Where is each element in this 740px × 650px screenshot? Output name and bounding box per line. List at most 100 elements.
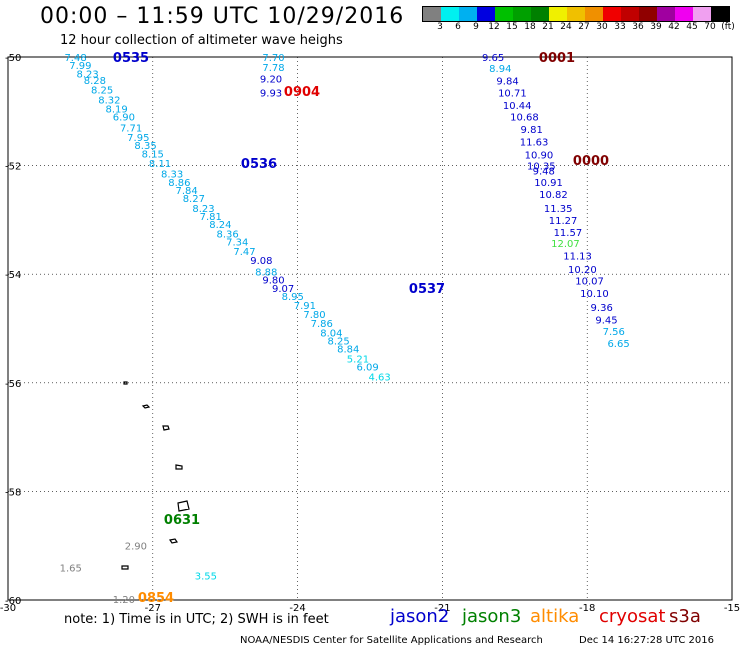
swh-value: 4.63 bbox=[369, 372, 391, 383]
satellite-cryosat: cryosat bbox=[599, 606, 666, 627]
swh-value: 8.23 bbox=[192, 204, 214, 215]
satellite-s3a: s3a bbox=[669, 606, 701, 627]
swh-value: 8.27 bbox=[183, 194, 205, 205]
longitude-label: -30 bbox=[0, 603, 16, 614]
legend-swatch bbox=[441, 7, 459, 21]
swh-value: 8.28 bbox=[84, 76, 106, 87]
satellite-jason3: jason3 bbox=[462, 606, 522, 627]
swh-value: 6.09 bbox=[356, 363, 378, 374]
legend-label: 70 bbox=[704, 22, 716, 32]
swh-value: 6.90 bbox=[113, 113, 135, 124]
swh-value: 8.94 bbox=[489, 64, 511, 75]
latitude-label: -54 bbox=[5, 270, 21, 281]
swh-value: 10.07 bbox=[575, 277, 604, 288]
swh-value: 10.35 bbox=[527, 162, 556, 173]
legend-label: 12 bbox=[488, 22, 500, 32]
legend-swatch bbox=[603, 7, 621, 21]
swh-value: 7.56 bbox=[603, 327, 625, 338]
swh-value: 7.78 bbox=[262, 63, 284, 74]
swh-value: 11.35 bbox=[544, 204, 573, 215]
latitude-label: -56 bbox=[5, 379, 21, 390]
swh-value: 11.27 bbox=[549, 216, 578, 227]
swh-value: 7.86 bbox=[311, 319, 333, 330]
swh-value: 7.47 bbox=[233, 247, 255, 258]
satellite-altika: altika bbox=[530, 606, 580, 627]
legend-swatch bbox=[495, 7, 513, 21]
track-time-label: 0904 bbox=[284, 85, 320, 100]
legend-swatch bbox=[423, 7, 441, 21]
swh-value: 10.44 bbox=[503, 101, 532, 112]
track-time-label: 0854 bbox=[138, 591, 174, 606]
swh-value: 7.48 bbox=[64, 53, 86, 64]
swh-value: 9.93 bbox=[260, 88, 282, 99]
footer-timestamp: Dec 14 16:27:28 UTC 2016 bbox=[579, 635, 714, 646]
longitude-label: -15 bbox=[724, 603, 740, 614]
swh-value: 9.84 bbox=[496, 76, 518, 87]
swh-value: 8.32 bbox=[98, 95, 120, 106]
swh-value: 3.55 bbox=[195, 572, 217, 583]
swh-value: 12.07 bbox=[551, 239, 580, 250]
swh-value: 7.80 bbox=[303, 310, 325, 321]
legend-swatch bbox=[675, 7, 693, 21]
latitude-label: -60 bbox=[5, 596, 21, 607]
footer-credit: NOAA/NESDIS Center for Satellite Applica… bbox=[240, 635, 543, 646]
legend-label: 3 bbox=[437, 22, 443, 32]
legend-label: 42 bbox=[668, 22, 680, 32]
legend-label: 6 bbox=[455, 22, 461, 32]
swh-value: 7.71 bbox=[120, 124, 142, 135]
swh-value: 7.95 bbox=[127, 133, 149, 144]
swh-value: 2.90 bbox=[125, 542, 147, 553]
swh-value: 8.84 bbox=[337, 345, 359, 356]
swh-value: 6.65 bbox=[607, 339, 629, 350]
track-time-label: 0000 bbox=[573, 154, 609, 169]
map-title: 00:00 – 11:59 UTC 10/29/2016 bbox=[40, 4, 405, 29]
track-time-label: 0537 bbox=[409, 282, 445, 297]
color-legend bbox=[422, 6, 730, 22]
swh-value: 11.63 bbox=[520, 138, 549, 149]
swh-value: 10.90 bbox=[525, 151, 554, 162]
track-time-label: 0535 bbox=[113, 51, 149, 66]
swh-value: 8.86 bbox=[168, 178, 190, 189]
latitude-label: -50 bbox=[5, 53, 21, 64]
track-time-label: 0001 bbox=[539, 51, 575, 66]
legend-label: 15 bbox=[506, 22, 518, 32]
swh-value: 1.20 bbox=[113, 595, 135, 606]
swh-value: 1.65 bbox=[60, 563, 82, 574]
satellite-jason2: jason2 bbox=[390, 606, 450, 627]
swh-value: 9.08 bbox=[250, 256, 272, 267]
swh-value: 9.20 bbox=[260, 75, 282, 86]
swh-value: 9.07 bbox=[272, 284, 294, 295]
legend-label: 9 bbox=[473, 22, 479, 32]
legend-label: 24 bbox=[560, 22, 572, 32]
swh-value: 10.82 bbox=[539, 190, 568, 201]
legend-swatch bbox=[657, 7, 675, 21]
swh-value: 8.25 bbox=[91, 86, 113, 97]
swh-value: 10.68 bbox=[510, 113, 539, 124]
swh-value: 8.25 bbox=[327, 336, 349, 347]
swh-value: 11.13 bbox=[563, 252, 592, 263]
map-subtitle: 12 hour collection of altimeter wave hei… bbox=[60, 33, 343, 48]
swh-value: 7.99 bbox=[69, 61, 91, 72]
swh-value: 8.33 bbox=[161, 170, 183, 181]
swh-value: 7.91 bbox=[294, 301, 316, 312]
latitude-label: -52 bbox=[5, 162, 21, 173]
legend-label: 33 bbox=[614, 22, 626, 32]
longitude-label: -27 bbox=[145, 603, 161, 614]
axis-tick-labels: -50 -52 -54 -56 -58 -60-30 -27 -24 -21 -18 -15 bbox=[0, 53, 740, 614]
longitude-label: -18 bbox=[579, 603, 595, 614]
legend-swatch bbox=[513, 7, 531, 21]
latitude-label: -58 bbox=[5, 487, 21, 498]
swh-value: 9.36 bbox=[591, 303, 613, 314]
swh-value: 8.19 bbox=[105, 105, 127, 116]
legend-label: 36 bbox=[632, 22, 644, 32]
legend-swatch bbox=[711, 7, 729, 21]
swh-value: 8.04 bbox=[320, 328, 342, 339]
swh-value: 7.81 bbox=[200, 212, 222, 223]
legend-label: (ft) bbox=[721, 22, 735, 32]
swh-value: 10.10 bbox=[580, 289, 609, 300]
island-outline bbox=[141, 404, 151, 409]
swh-value: 9.81 bbox=[521, 125, 543, 136]
track-time-labels: 0535 0536 0537 0904 0001 0000 0631 0854 bbox=[113, 51, 609, 606]
island-outline bbox=[177, 500, 190, 512]
